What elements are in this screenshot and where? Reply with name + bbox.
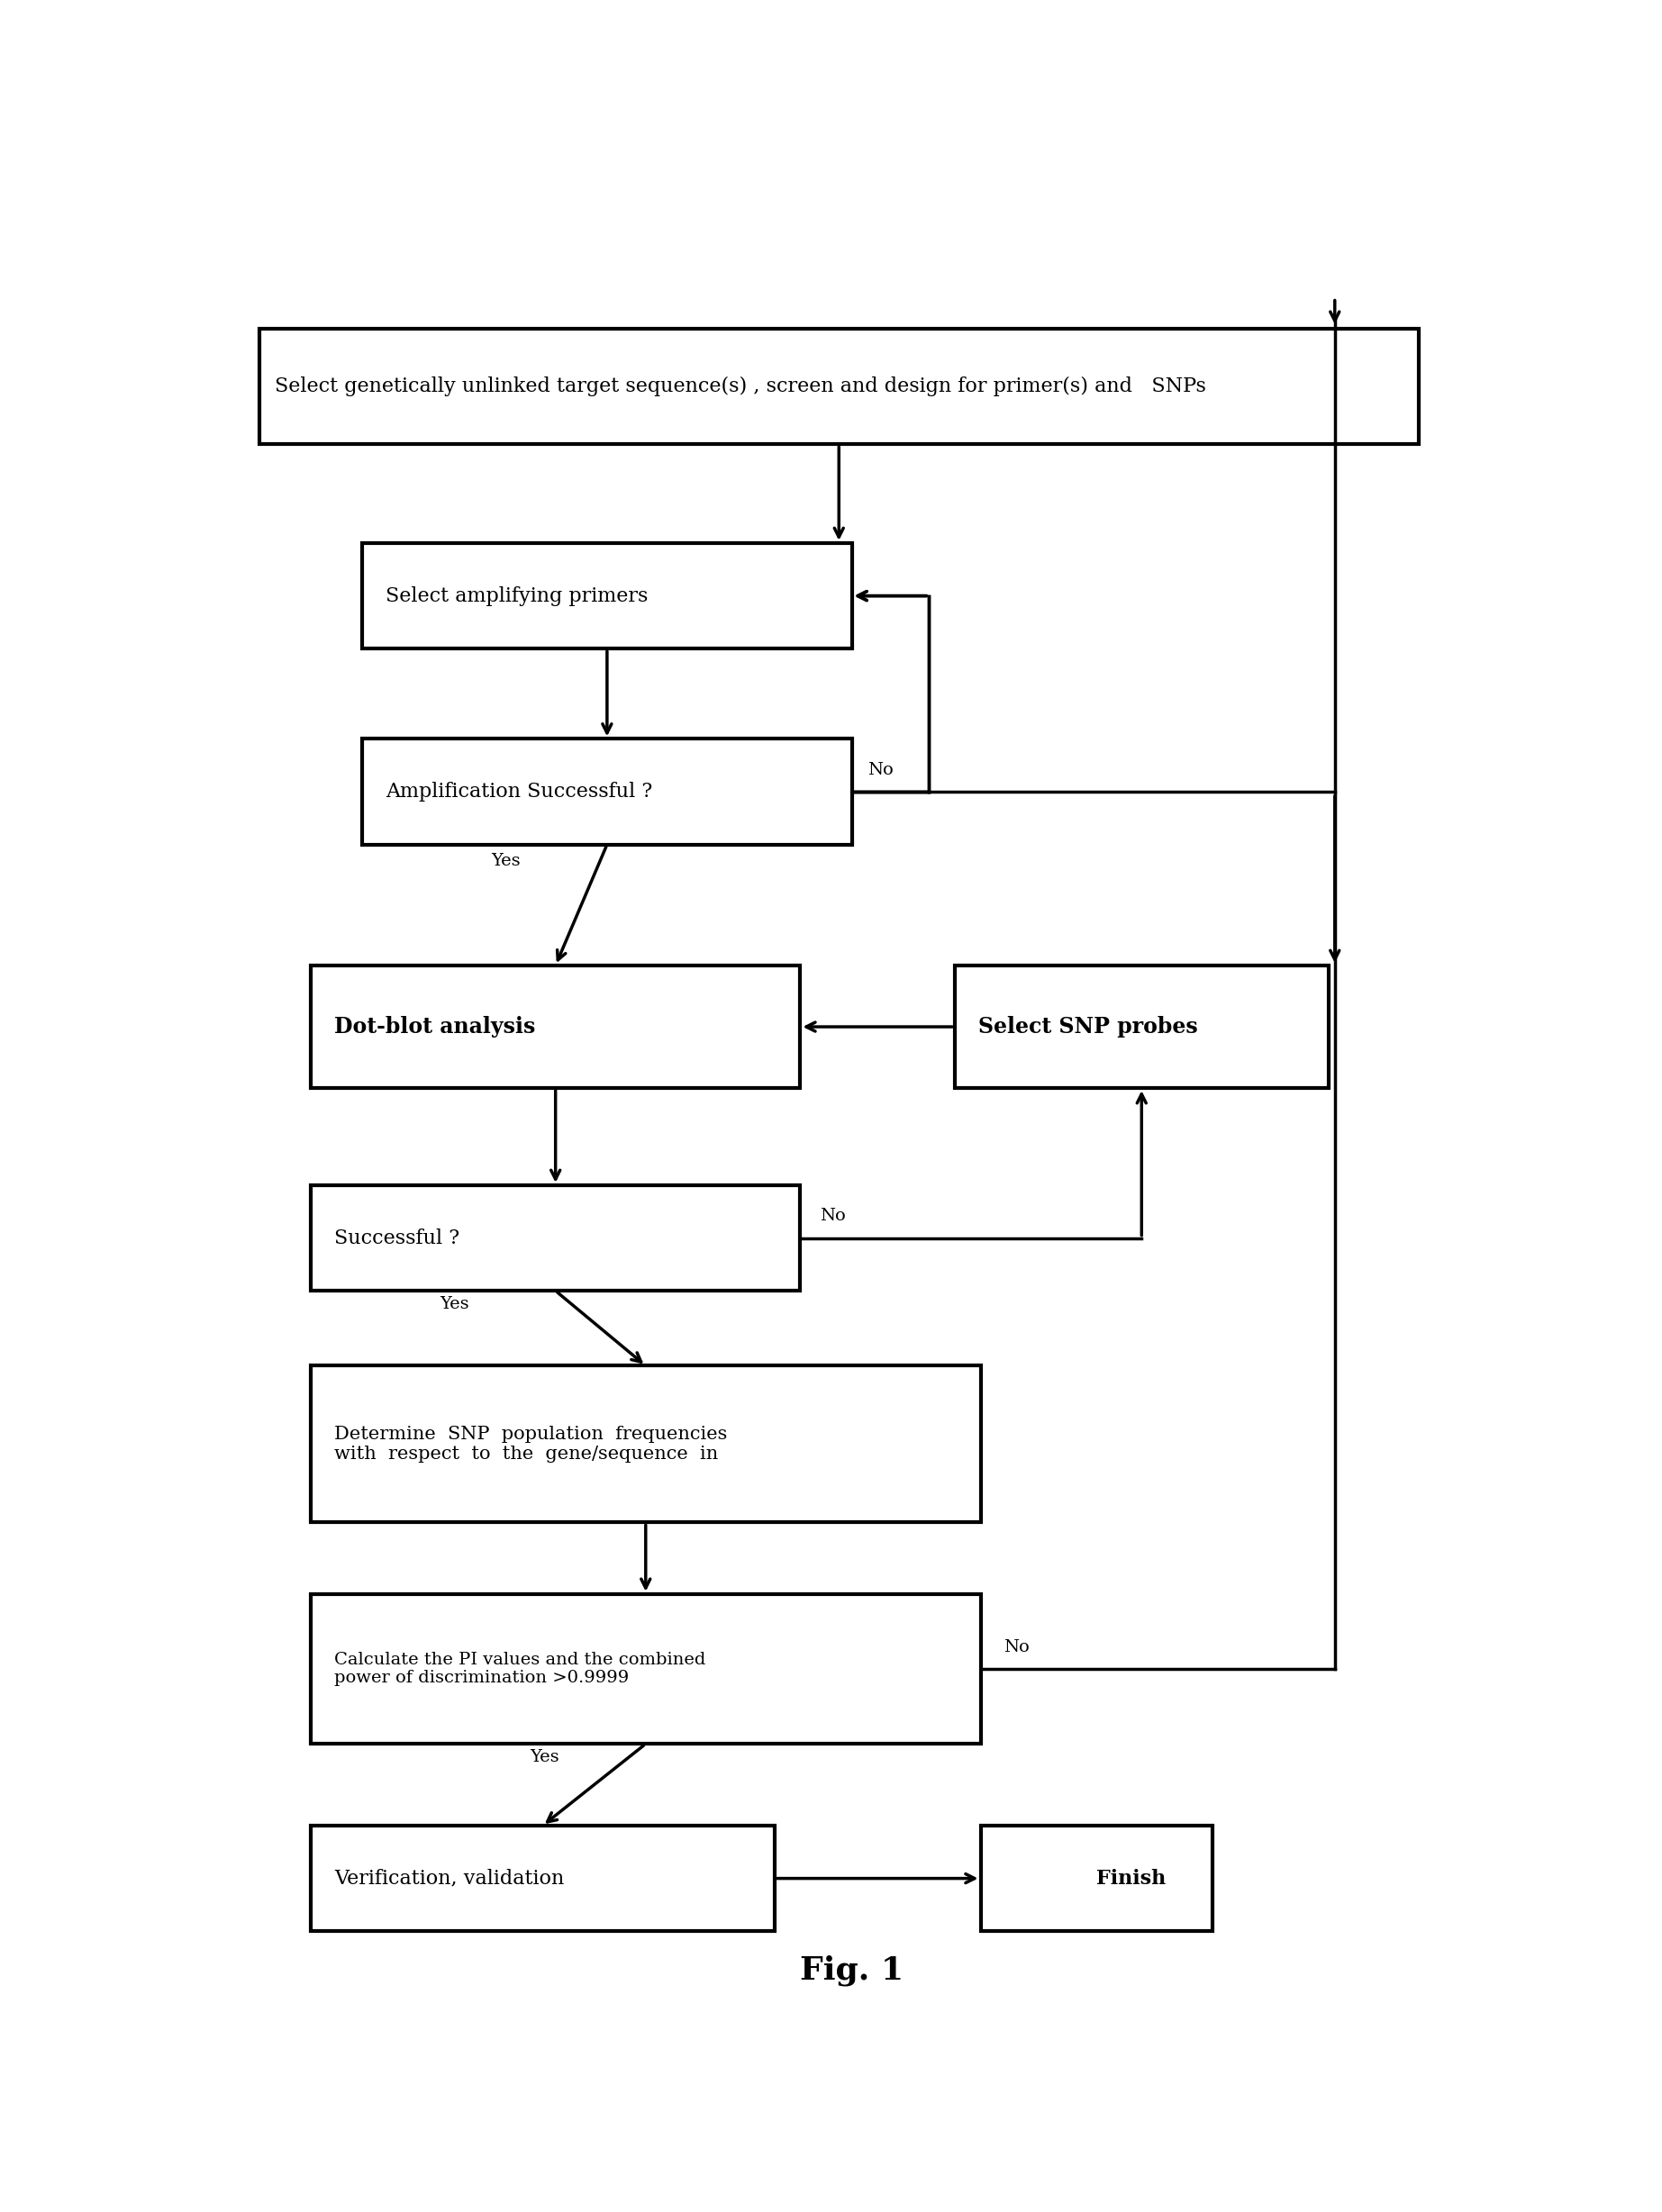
FancyBboxPatch shape — [311, 1365, 981, 1522]
Text: Successful ?: Successful ? — [334, 1228, 459, 1248]
Text: Select amplifying primers: Select amplifying primers — [386, 586, 648, 606]
Text: Calculate the PI values and the combined
power of discrimination >0.9999: Calculate the PI values and the combined… — [334, 1652, 705, 1686]
Text: Yes: Yes — [492, 854, 520, 869]
Text: Amplification Successful ?: Amplification Successful ? — [386, 781, 653, 801]
FancyBboxPatch shape — [311, 1186, 801, 1292]
Text: No: No — [1004, 1639, 1030, 1655]
FancyBboxPatch shape — [311, 1825, 774, 1931]
Text: Dot-blot analysis: Dot-blot analysis — [334, 1015, 535, 1037]
FancyBboxPatch shape — [362, 739, 851, 845]
Text: Finish: Finish — [1097, 1869, 1167, 1889]
Text: No: No — [868, 761, 892, 779]
Text: Determine  SNP  population  frequencies
with  respect  to  the  gene/sequence  i: Determine SNP population frequencies wit… — [334, 1425, 726, 1462]
FancyBboxPatch shape — [981, 1825, 1213, 1931]
FancyBboxPatch shape — [311, 964, 801, 1088]
FancyBboxPatch shape — [954, 964, 1328, 1088]
Text: No: No — [819, 1208, 846, 1225]
Text: Select SNP probes: Select SNP probes — [977, 1015, 1198, 1037]
FancyBboxPatch shape — [259, 327, 1419, 445]
Text: Verification, validation: Verification, validation — [334, 1869, 563, 1889]
Text: Yes: Yes — [530, 1750, 558, 1765]
Text: Select genetically unlinked target sequence(s) , screen and design for primer(s): Select genetically unlinked target seque… — [274, 376, 1207, 396]
Text: Fig. 1: Fig. 1 — [799, 1955, 904, 1986]
Text: Yes: Yes — [439, 1296, 469, 1312]
FancyBboxPatch shape — [362, 544, 851, 648]
FancyBboxPatch shape — [311, 1595, 981, 1743]
